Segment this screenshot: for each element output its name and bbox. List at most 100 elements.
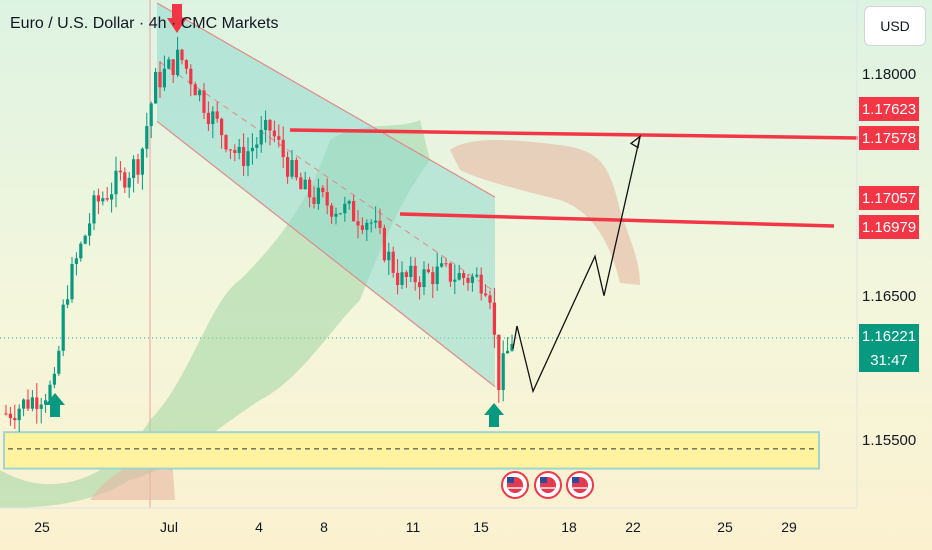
candle-body xyxy=(79,243,83,259)
us-flag-canton xyxy=(540,477,547,483)
candle-body xyxy=(233,150,237,153)
candle-body xyxy=(369,222,373,224)
candle-body xyxy=(444,263,448,265)
date-label-4: 8 xyxy=(320,519,328,535)
candle-body xyxy=(457,273,461,280)
candle-body xyxy=(308,179,312,198)
candle-body xyxy=(448,263,452,282)
candle-body xyxy=(57,350,61,374)
price-tag-3: 1.17057 xyxy=(859,186,919,210)
candle-body xyxy=(470,276,474,283)
candle-body xyxy=(246,151,250,166)
candle-body xyxy=(352,201,356,222)
candle-body xyxy=(13,418,17,421)
candle-body xyxy=(387,251,391,261)
candle-body xyxy=(149,103,153,127)
candle-body xyxy=(145,126,149,149)
candle-body xyxy=(74,258,78,264)
candle-body xyxy=(92,195,96,224)
candle-body xyxy=(506,350,510,354)
candle-body xyxy=(176,49,180,75)
candle-body xyxy=(391,251,395,273)
candle-body xyxy=(413,265,417,283)
candle-body xyxy=(110,194,114,200)
us-flag-canton xyxy=(507,477,514,483)
support-zone[interactable] xyxy=(3,431,820,470)
candle-body xyxy=(321,187,325,193)
ichimoku-cloud-red-1 xyxy=(90,430,177,500)
candle-body xyxy=(158,71,162,88)
candle-body xyxy=(303,179,307,190)
date-label-8: 22 xyxy=(625,519,641,535)
candle-body xyxy=(347,201,351,204)
candle-body xyxy=(277,136,281,140)
candle-body xyxy=(198,90,202,96)
candle-body xyxy=(365,222,369,230)
resistance-line-lower[interactable] xyxy=(399,212,835,228)
candle-body xyxy=(162,68,166,88)
candle-body xyxy=(312,197,316,204)
candle-body xyxy=(250,147,254,152)
projection-arrowhead xyxy=(629,134,641,149)
candle-body xyxy=(61,304,65,351)
candle-body xyxy=(220,118,224,136)
candle-body xyxy=(96,195,100,202)
candle-body xyxy=(39,404,43,409)
candle-body xyxy=(330,205,334,217)
candle-body xyxy=(26,399,30,409)
candle-body xyxy=(426,269,430,273)
candle-body xyxy=(228,149,232,151)
candle-body xyxy=(418,282,422,288)
candle-body xyxy=(206,112,210,125)
us-flag-canton xyxy=(572,477,579,483)
candle-body xyxy=(70,263,74,300)
candle-body xyxy=(281,139,285,158)
channel-upper-line xyxy=(156,2,496,198)
candle-body xyxy=(510,343,514,351)
price-tick-3: 1.15500 xyxy=(862,432,917,449)
date-label-6: 15 xyxy=(473,519,489,535)
candle-body xyxy=(184,60,188,69)
candle-body xyxy=(123,172,127,188)
up-arrow-right xyxy=(484,403,504,427)
candle-body xyxy=(136,159,140,175)
candle-body xyxy=(440,263,444,267)
candle-body xyxy=(409,265,413,277)
candle-body xyxy=(435,266,439,285)
candle-body xyxy=(475,274,479,277)
down-arrow-top xyxy=(167,4,187,33)
candle-body xyxy=(479,274,483,294)
candle-body xyxy=(343,203,347,214)
candle-body xyxy=(484,293,488,296)
candle-body xyxy=(400,272,404,285)
candle-body xyxy=(264,119,268,130)
candle-body xyxy=(325,192,329,206)
candle-body xyxy=(404,272,408,277)
date-label-5: 11 xyxy=(405,519,421,535)
price-tag-4: 1.16979 xyxy=(859,215,919,239)
price-tag-1: 1.17623 xyxy=(859,97,919,121)
candle-body xyxy=(272,130,276,137)
candle-body xyxy=(132,159,136,178)
candle-body xyxy=(286,157,290,177)
channel-lower-line xyxy=(156,120,496,388)
candle-body xyxy=(396,272,400,285)
resistance-line-upper[interactable] xyxy=(289,128,859,140)
currency-button[interactable]: USD xyxy=(864,6,926,46)
candle-body xyxy=(299,177,303,190)
candle-body xyxy=(497,334,501,391)
date-label-7: 18 xyxy=(561,519,577,535)
candle-body xyxy=(374,220,378,223)
candle-body xyxy=(211,111,215,125)
candle-body xyxy=(52,373,56,385)
candle-body xyxy=(189,68,193,85)
candle-body xyxy=(8,413,12,419)
candle-body xyxy=(215,111,219,119)
candle-body xyxy=(83,235,87,244)
chart-title: Euro / U.S. Dollar · 4h · CMC Markets xyxy=(10,15,279,32)
date-label-2: Jul xyxy=(160,519,178,535)
candle-body xyxy=(44,400,48,405)
projection-path xyxy=(512,136,641,394)
